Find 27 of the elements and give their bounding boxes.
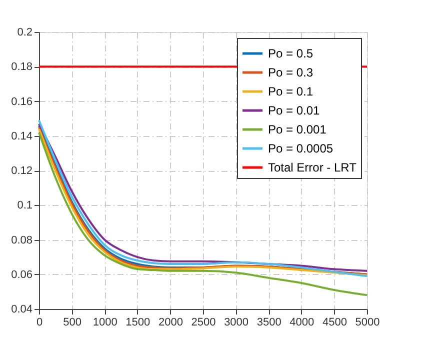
legend-label: Po = 0.001 [268, 122, 327, 136]
y-tick-label: 0.12 [11, 165, 32, 177]
y-tick-label: 0.2 [17, 26, 32, 38]
x-tick-label: 0 [36, 316, 43, 328]
x-tick-label: 1500 [126, 316, 150, 328]
y-tick-label: 0.14 [11, 130, 32, 142]
y-tick-label: 0.16 [11, 96, 32, 108]
legend-label: Po = 0.0005 [268, 142, 334, 156]
y-tick-label: 0.06 [11, 268, 32, 281]
legend-label: Po = 0.3 [268, 66, 314, 80]
x-tick-label: 4500 [322, 316, 347, 328]
legend-label: Po = 0.1 [268, 84, 314, 98]
x-tick-label: 3500 [256, 316, 282, 328]
y-tick-label: 0.1 [17, 200, 32, 212]
legend-label: Po = 0.5 [268, 46, 314, 60]
x-tick-label: 2500 [191, 316, 216, 328]
x-tick-label: 500 [63, 316, 82, 328]
y-tick-label: 0.18 [11, 61, 32, 74]
x-tick-label: 1000 [92, 316, 118, 328]
x-tick-label: 5000 [355, 316, 380, 328]
x-tick-label: 2000 [158, 316, 183, 328]
x-tick-label: 3000 [224, 316, 249, 328]
legend-label: Po = 0.01 [268, 104, 320, 118]
legend-label: Total Error - LRT [268, 160, 358, 174]
x-tick-label: 4000 [290, 316, 314, 328]
y-tick-label: 0.08 [11, 234, 32, 246]
y-tick-label: 0.04 [11, 304, 32, 316]
